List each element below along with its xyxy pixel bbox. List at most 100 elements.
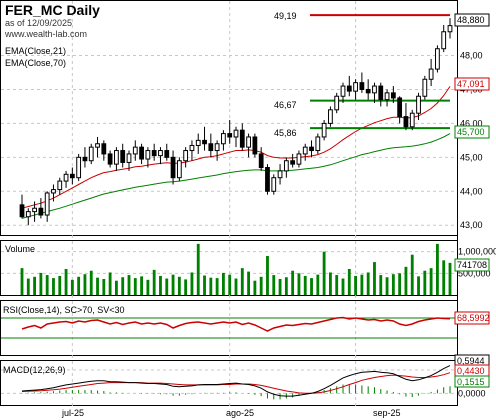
volume-bar xyxy=(379,275,383,295)
candle-body xyxy=(346,85,352,92)
volume-bar xyxy=(196,243,200,295)
candle-body xyxy=(183,150,189,162)
rsi-label: RSI(Close,14), SC>70, SV<30 xyxy=(3,305,125,315)
volume-bar xyxy=(335,275,339,295)
volume-tag: 741708 xyxy=(454,258,490,272)
volume-bar xyxy=(127,275,131,295)
chart-title: FER_MC Daily xyxy=(5,2,100,18)
candle-body xyxy=(25,211,31,218)
volume-bar xyxy=(284,277,288,295)
volume-bar xyxy=(310,278,313,295)
ema70-line xyxy=(21,133,451,219)
candle-body xyxy=(277,170,283,179)
volume-bar xyxy=(328,272,332,295)
volume-bars-group xyxy=(20,243,452,295)
volume-bar xyxy=(184,279,188,295)
volume-bar xyxy=(272,275,276,295)
candle-body xyxy=(82,156,88,162)
volume-bar xyxy=(33,276,37,295)
candle-body xyxy=(38,207,44,216)
volume-bar xyxy=(108,272,112,295)
volume-bar xyxy=(159,275,162,295)
x-label-jul: jul-25 xyxy=(61,408,84,418)
candle-body xyxy=(57,180,63,191)
candle-body xyxy=(189,144,195,152)
rsi-line xyxy=(21,316,451,332)
macd-label: MACD(12,26,9) xyxy=(3,365,66,375)
volume-bar xyxy=(247,271,251,295)
candle-body xyxy=(158,150,163,157)
svg-text:0,1515: 0,1515 xyxy=(457,377,485,387)
candle-body xyxy=(51,189,56,194)
axis-ticks: 43,0044,0045,0046,0047,0048,00500,0001,0… xyxy=(458,51,496,399)
volume-bar xyxy=(234,278,238,295)
volume-bar xyxy=(442,260,446,295)
candle-body xyxy=(76,156,82,179)
signal-tag: 0,4430 xyxy=(454,364,490,377)
volume-bar xyxy=(429,268,433,295)
macd-line xyxy=(21,365,451,397)
ema70-tag: 45,700 xyxy=(454,125,490,139)
volume-bar xyxy=(146,279,150,295)
price-y-tick: 44,00 xyxy=(460,186,483,196)
volume-bar xyxy=(77,276,81,295)
candle-body xyxy=(132,146,138,155)
volume-bar xyxy=(322,251,326,295)
candle-body xyxy=(233,129,239,138)
volume-bar xyxy=(96,277,99,295)
candle-body xyxy=(145,150,151,160)
candle-body xyxy=(164,150,170,158)
volume-bar xyxy=(209,277,213,295)
ema70-label: EMA(Close,70) xyxy=(5,58,66,68)
candle-body xyxy=(441,31,447,50)
volume-bar xyxy=(341,278,345,295)
volume-bar xyxy=(20,268,24,295)
candle-body xyxy=(126,153,132,163)
candle-body xyxy=(359,82,365,90)
volume-bar xyxy=(435,243,439,295)
volume-bar xyxy=(64,269,68,295)
volume-bar xyxy=(278,278,282,295)
volume-bar xyxy=(39,272,43,295)
gridlines xyxy=(1,1,457,406)
svg-text:68,5992: 68,5992 xyxy=(457,313,490,323)
volume-bar xyxy=(221,272,225,295)
candle-body xyxy=(315,136,321,152)
candle-body xyxy=(390,92,396,99)
svg-text:47,091: 47,091 xyxy=(457,79,485,89)
as-of-date: as of 12/09/2025 xyxy=(5,18,72,28)
volume-bar xyxy=(70,279,74,295)
volume-bar xyxy=(347,269,351,295)
candle-body xyxy=(258,153,264,169)
volume-bar xyxy=(83,274,87,295)
svg-text:0,4430: 0,4430 xyxy=(457,366,485,376)
candle-body xyxy=(271,177,277,192)
level-label-low: 45,86 xyxy=(274,128,297,138)
volume-bar xyxy=(297,273,301,295)
volume-bar xyxy=(373,262,376,295)
candle-body xyxy=(334,95,340,111)
volume-bar xyxy=(58,275,62,295)
rsi-tag: 68,5992 xyxy=(454,311,490,325)
volume-bar xyxy=(391,274,395,295)
svg-text:0,5944: 0,5944 xyxy=(457,356,485,366)
volume-bar xyxy=(240,268,244,295)
candle-body xyxy=(422,78,428,97)
candle-body xyxy=(397,97,403,118)
volume-bar xyxy=(253,280,257,295)
candle-body xyxy=(139,146,144,160)
volume-bar xyxy=(121,277,125,295)
volume-bar xyxy=(177,276,181,295)
candle-body xyxy=(19,204,25,218)
level-label-high: 49,19 xyxy=(274,11,297,21)
candle-body xyxy=(428,68,434,80)
candle-body xyxy=(95,143,100,148)
x-label-ago: ago-25 xyxy=(226,408,254,418)
macd-pane xyxy=(0,360,458,406)
price-y-tick: 43,00 xyxy=(460,220,483,230)
price-y-tick: 45,00 xyxy=(460,152,483,162)
candle-body xyxy=(120,150,126,163)
volume-label: Volume xyxy=(5,244,35,254)
volume-bar xyxy=(316,274,320,295)
candle-body xyxy=(88,146,94,162)
